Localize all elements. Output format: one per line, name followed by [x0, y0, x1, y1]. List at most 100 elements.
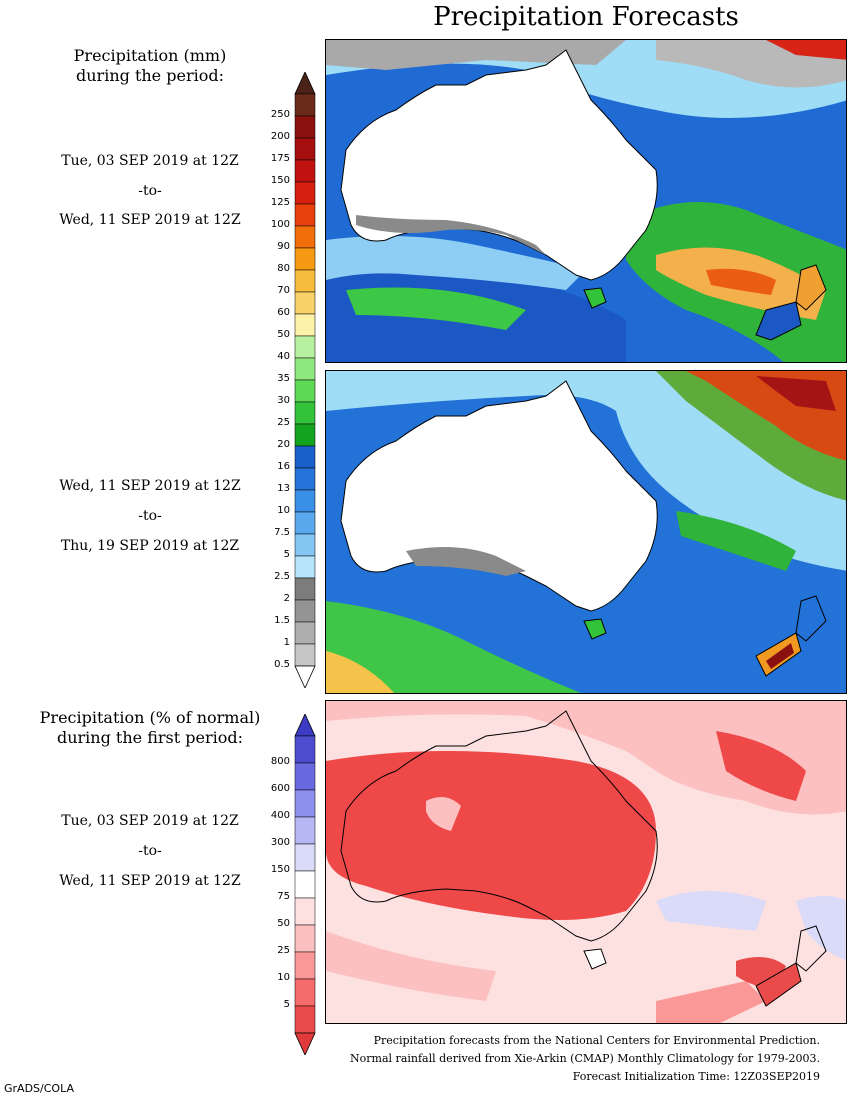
- period2-start: Wed, 11 SEP 2019 at 12Z: [59, 478, 241, 494]
- mm-colorbar-swatch: [294, 115, 316, 139]
- mm-colorbar-swatch: [294, 621, 316, 645]
- map-pct-normal: [326, 701, 846, 1023]
- mm-colorbar-label: 0.5: [274, 659, 290, 670]
- mm-colorbar-label: 125: [270, 197, 290, 208]
- pct-colorbar-swatch: [294, 951, 316, 980]
- pct-colorbar-label: 400: [270, 810, 290, 821]
- mm-colorbar-swatch: [294, 555, 316, 579]
- mm-colorbar-label: 70: [277, 285, 290, 296]
- mm-colorbar-label: 150: [270, 175, 290, 186]
- precip-pct-colorbar: 800 600 400 300 150 75 50 25 10 5: [250, 713, 330, 1056]
- footer-climatology: Normal rainfall derived from Xie-Arkin (…: [350, 1052, 820, 1065]
- pct-colorbar-label: 5: [283, 999, 290, 1010]
- mm-colorbar-label: 35: [277, 373, 290, 384]
- period1-start: Tue, 03 SEP 2019 at 12Z: [61, 153, 239, 169]
- mm-colorbar-label: 2.5: [274, 571, 290, 582]
- mm-colorbar-swatch: [294, 159, 316, 183]
- period2-end: Thu, 19 SEP 2019 at 12Z: [60, 538, 240, 554]
- pct-colorbar-swatch: [294, 870, 316, 899]
- mm-colorbar-swatch: [294, 533, 316, 557]
- mm-colorbar-label: 10: [277, 505, 290, 516]
- pct-colorbar-top-arrow: [294, 713, 316, 737]
- map-panel-week1-precip: [325, 39, 847, 363]
- mm-colorbar-label: 100: [270, 219, 290, 230]
- footer-init-time: Forecast Initialization Time: 12Z03SEP20…: [572, 1070, 820, 1083]
- mm-colorbar-graphic: [294, 71, 316, 689]
- mm-colorbar-swatch: [294, 511, 316, 535]
- mm-colorbar-label: 1.5: [274, 615, 290, 626]
- mm-colorbar-swatch: [294, 379, 316, 403]
- map-panel-week2-precip: [325, 370, 847, 694]
- period1-end: Wed, 11 SEP 2019 at 12Z: [59, 212, 241, 228]
- mm-colorbar-swatch: [294, 401, 316, 425]
- mm-colorbar-label: 16: [277, 461, 290, 472]
- pct-colorbar-bottom-arrow: [294, 1032, 316, 1056]
- mm-colorbar-label: 250: [270, 109, 290, 120]
- mm-colorbar-swatch: [294, 335, 316, 359]
- mm-colorbar-label: 5: [283, 549, 290, 560]
- pct-colorbar-label: 150: [270, 864, 290, 875]
- pct-colorbar-label: 600: [270, 783, 290, 794]
- map-week2-precip: [326, 371, 846, 693]
- mm-colorbar-swatch: [294, 643, 316, 667]
- map-panel-pct-normal: [325, 700, 847, 1024]
- period1-sep: -to-: [138, 183, 162, 199]
- mm-colorbar-swatch: [294, 423, 316, 447]
- pct-colorbar-label: 10: [277, 972, 290, 983]
- precip-pct-heading-line2: during the first period:: [56, 728, 244, 747]
- precip-mm-colorbar: 250 200 175 150 125 100 90 80 70 60 50 40 35 30 25 20 16…: [250, 71, 330, 689]
- precip-mm-heading: Precipitation (mm) during the period:: [20, 46, 280, 86]
- mm-colorbar-swatch: [294, 203, 316, 227]
- mm-colorbar-label: 7.5: [274, 527, 290, 538]
- pct-colorbar-swatch: [294, 816, 316, 845]
- mm-colorbar-label: 50: [277, 329, 290, 340]
- mm-colorbar-swatch: [294, 181, 316, 205]
- precip-pct-heading: Precipitation (% of normal) during the f…: [20, 708, 280, 748]
- pct-colorbar-swatch: [294, 789, 316, 818]
- pct-colorbar-label: 300: [270, 837, 290, 848]
- mm-colorbar-swatch: [294, 247, 316, 271]
- pct-colorbar-swatch: [294, 897, 316, 926]
- pct-colorbar-swatch: [294, 843, 316, 872]
- mm-colorbar-label: 20: [277, 439, 290, 450]
- mm-colorbar-label: 175: [270, 153, 290, 164]
- pct-colorbar-swatch: [294, 924, 316, 953]
- pct-colorbar-label: 25: [277, 945, 290, 956]
- map-week1-precip: [326, 40, 846, 362]
- mm-colorbar-label: 200: [270, 131, 290, 142]
- period3-start: Tue, 03 SEP 2019 at 12Z: [61, 813, 239, 829]
- mm-colorbar-swatch: [294, 467, 316, 491]
- pct-colorbar-label: 75: [277, 891, 290, 902]
- pct-colorbar-swatch: [294, 735, 316, 764]
- pct-colorbar-graphic: [294, 713, 316, 1056]
- mm-colorbar-label: 13: [277, 483, 290, 494]
- pct-colorbar-swatch: [294, 978, 316, 1007]
- precip-mm-heading-line1: Precipitation (mm): [73, 46, 227, 65]
- page-title: Precipitation Forecasts: [433, 2, 739, 32]
- precip-mm-heading-line2: during the period:: [76, 66, 224, 85]
- footer-source: Precipitation forecasts from the Nationa…: [373, 1034, 820, 1047]
- mm-colorbar-label: 40: [277, 351, 290, 362]
- period3-end: Wed, 11 SEP 2019 at 12Z: [59, 873, 241, 889]
- mm-colorbar-swatch: [294, 599, 316, 623]
- mm-colorbar-top-arrow: [294, 71, 316, 95]
- mm-colorbar-label: 2: [283, 593, 290, 604]
- mm-colorbar-swatch: [294, 225, 316, 249]
- mm-colorbar-swatch: [294, 137, 316, 161]
- grads-credit: GrADS/COLA: [4, 1082, 74, 1095]
- pct-colorbar-label: 50: [277, 918, 290, 929]
- mm-colorbar-label: 80: [277, 263, 290, 274]
- mm-colorbar-swatch: [294, 445, 316, 469]
- mm-colorbar-swatch: [294, 577, 316, 601]
- mm-colorbar-swatch: [294, 357, 316, 381]
- mm-colorbar-label: 60: [277, 307, 290, 318]
- mm-colorbar-bottom-arrow: [294, 665, 316, 689]
- mm-colorbar-label: 1: [283, 637, 290, 648]
- mm-colorbar-swatch: [294, 313, 316, 337]
- period2-sep: -to-: [138, 508, 162, 524]
- mm-colorbar-swatch: [294, 489, 316, 513]
- mm-colorbar-swatch: [294, 269, 316, 293]
- mm-colorbar-label: 30: [277, 395, 290, 406]
- mm-colorbar-swatch: [294, 291, 316, 315]
- mm-colorbar-label: 90: [277, 241, 290, 252]
